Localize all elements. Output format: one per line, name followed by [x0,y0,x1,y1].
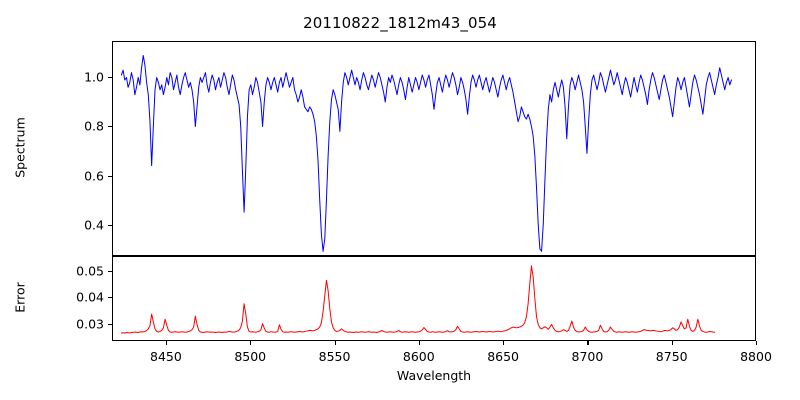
x-tick-mark [250,341,252,345]
error-y-tick-label: 0.04 [76,289,104,305]
error-y-tick-label: 0.03 [76,316,104,332]
error-y-tick-mark [108,270,112,272]
x-axis-label: Wavelength [396,368,472,383]
x-tick-label: 8600 [402,349,435,364]
error-y-axis-label: Error [12,281,28,313]
x-tick-label: 8800 [740,349,772,364]
x-tick-label: 8550 [318,349,351,364]
x-tick-label: 8450 [150,349,182,364]
error-y-tick-mark [108,323,112,325]
x-tick-label: 8700 [571,349,604,364]
spectrum-plot-area [112,41,756,256]
spectrum-y-tick-mark [108,175,112,177]
x-tick-mark [418,341,420,345]
spectrum-panel-path [121,55,731,251]
x-tick-mark [503,341,505,345]
x-tick-label: 8650 [487,349,520,364]
x-tick-mark [334,341,336,345]
x-tick-mark [165,341,168,345]
error-panel-path [121,266,714,333]
x-tick-label: 8500 [234,349,267,364]
page-title: 20110822_1812m43_054 [303,14,497,32]
x-tick-label: 8750 [655,349,688,364]
spectrum-y-tick-mark [108,126,112,128]
spectrum-y-tick-mark [108,76,112,78]
spectrum-y-tick-label: 0.4 [84,217,104,233]
error-plot-area [112,256,756,341]
spectrum-y-tick-mark [108,225,112,227]
error-y-tick-mark [108,297,112,299]
spectrum-y-axis-label: Spectrum [12,116,28,178]
spectrum-y-tick-label: 0.8 [84,118,104,134]
x-tick-mark [756,341,758,345]
error-y-tick-label: 0.05 [76,263,104,279]
x-tick-mark [587,341,589,345]
spectrum-line-series [113,42,755,255]
spectrum-y-tick-label: 0.6 [84,168,104,184]
x-tick-mark [671,341,673,345]
spectrum-y-tick-label: 1.0 [84,69,104,85]
error-line-series [113,257,755,340]
